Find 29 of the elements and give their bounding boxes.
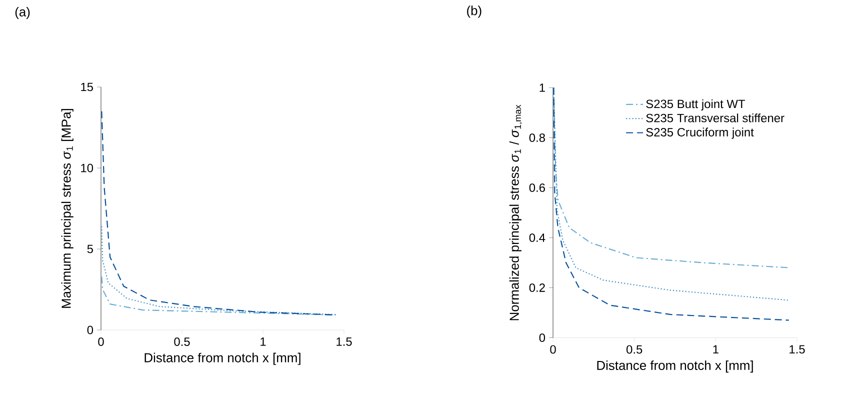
line-series	[553, 87, 790, 268]
x-tick-label: 1	[260, 338, 266, 346]
x-tick-label: 0.5	[174, 338, 190, 346]
line-series	[101, 110, 336, 316]
y-axis-title: Maximum principal stress σ$_{1}$ [MPa]	[61, 108, 74, 308]
y-tick-label: 0.6	[529, 183, 545, 192]
chart-title: (a)	[15, 6, 30, 20]
legend-label: S235 Cruciform joint	[646, 128, 754, 139]
y-tick-label: 0.2	[529, 283, 545, 292]
x-axis-title: Distance from notch x [mm]	[144, 352, 300, 365]
x-tick-label: 1.5	[336, 338, 352, 346]
y-tick-label: 0	[87, 326, 94, 334]
x-axis-title: Distance from notch x [mm]	[597, 360, 753, 373]
x-tick-label: 1.5	[790, 345, 805, 354]
x-tick-label: 0	[550, 345, 556, 354]
y-tick-label: 0.8	[529, 133, 545, 142]
x-tick-label: 0.5	[626, 345, 642, 354]
x-tick-label: 1	[713, 345, 718, 354]
y-axis-title: Normalized principal stress σ$_{1}$ / σ$_{1,max}$	[509, 104, 522, 320]
line-series	[101, 226, 336, 316]
y-tick-label: 15	[81, 82, 93, 92]
legend-label: S235 Butt joint WT	[646, 99, 746, 111]
y-tick-label: 0.4	[529, 233, 546, 242]
x-tick-label: 0	[98, 338, 104, 346]
y-tick-label: 1	[540, 84, 545, 92]
legend-label: S235 Transversal stiffener	[646, 114, 784, 122]
y-tick-label: 10	[81, 164, 94, 172]
y-tick-label: 5	[87, 244, 93, 254]
chart-title: (b)	[467, 6, 482, 18]
